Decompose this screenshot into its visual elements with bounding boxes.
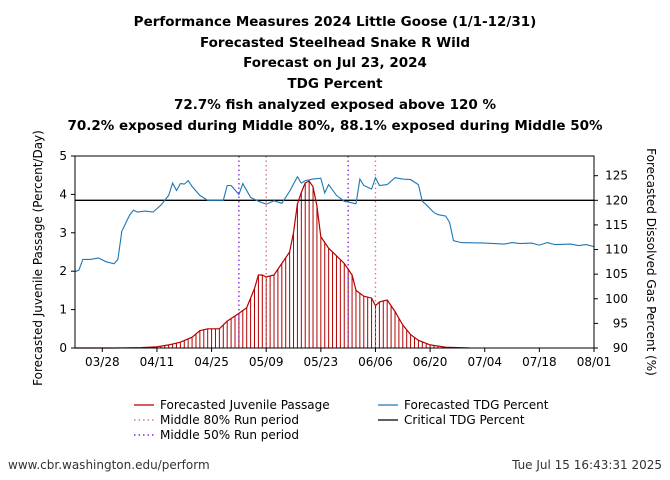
x-tick-label: 06/06 [358,355,393,369]
x-tick-label: 04/11 [140,355,175,369]
chart-subtitle-forecast-date: Forecast on Jul 23, 2024 [243,55,427,72]
chart-subtitle-exposure: 72.7% fish analyzed exposed above 120 % [174,96,496,113]
y-axis-title: Forecasted Juvenile Passage (Percent/Day… [31,130,45,386]
x-tick-label: 04/25 [194,355,229,369]
legend-label: Middle 80% Run period [160,413,299,427]
chart-titles: Performance Measures 2024 Little Goose (… [0,12,670,136]
y-tick-label: 1 [59,303,67,317]
chart-title: Performance Measures 2024 Little Goose (… [133,14,537,30]
y-tick-label: 2 [59,264,67,278]
plot-frame [74,155,595,349]
y-tick-label: 3 [59,226,67,240]
legend-label: Forecasted TDG Percent [404,398,549,412]
y2-tick-label: 110 [605,243,628,257]
y2-axis-title: Forecasted Dissolved Gas Percent (%) [644,148,658,376]
passage-daily-bars [152,180,447,348]
x-tick-label: 03/28 [85,355,120,369]
x-tick-label: 06/20 [413,355,448,369]
tdg-series-line [74,175,595,273]
y-tick-label: 5 [59,149,67,163]
y2-tick-label: 105 [605,267,628,281]
x-tick-label: 05/09 [249,355,284,369]
y2-tick-label: 125 [605,169,628,183]
legend-label: Forecasted Juvenile Passage [160,398,330,412]
legend-label: Middle 50% Run period [160,428,299,442]
chart-subtitle-measure: TDG Percent [287,76,383,93]
chart-legend: Forecasted Juvenile Passage Forecasted TD… [134,398,549,442]
y2-tick-label: 90 [613,341,628,355]
y-tick-label: 4 [59,187,67,201]
y2-tick-label: 100 [605,292,628,306]
x-tick-label: 05/23 [304,355,339,369]
x-tick-label: 08/01 [577,355,612,369]
y2-tick-label: 120 [605,193,628,207]
legend-label: Critical TDG Percent [404,413,525,427]
y2-tick-label: 95 [613,316,628,330]
x-tick-label: 07/18 [522,355,557,369]
y-tick-label: 0 [59,341,67,355]
chart-subtitle-species: Forecasted Steelhead Snake R Wild [199,34,471,51]
chart-subtitle-exposure-middle: 70.2% exposed during Middle 80%, 88.1% e… [67,117,603,134]
x-tick-label: 07/04 [467,355,502,369]
passage-series-line [75,180,470,349]
y2-tick-label: 115 [605,218,628,232]
footer-timestamp: Tue Jul 15 16:43:31 2025 [512,458,662,472]
footer-source-url: www.cbr.washington.edu/perform [8,458,210,472]
